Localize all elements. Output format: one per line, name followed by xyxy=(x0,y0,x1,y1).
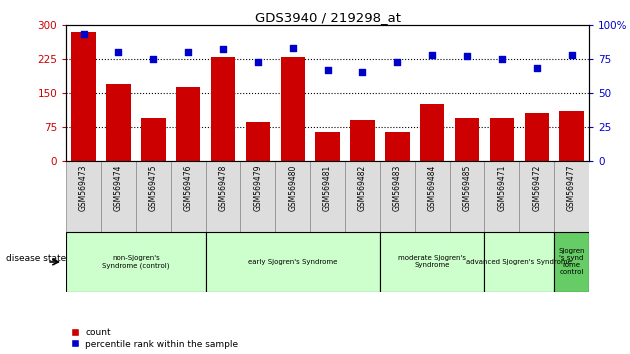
Text: GSM569473: GSM569473 xyxy=(79,165,88,211)
Bar xyxy=(106,84,130,161)
Point xyxy=(357,70,367,75)
Bar xyxy=(519,161,554,232)
Point xyxy=(113,49,123,55)
Text: moderate Sjogren's
Syndrome: moderate Sjogren's Syndrome xyxy=(398,256,466,268)
Text: GSM569483: GSM569483 xyxy=(393,165,402,211)
Bar xyxy=(450,161,484,232)
Bar xyxy=(490,118,514,161)
Point xyxy=(79,32,89,37)
Title: GDS3940 / 219298_at: GDS3940 / 219298_at xyxy=(255,11,401,24)
Point xyxy=(148,56,158,62)
Point xyxy=(253,59,263,64)
Bar xyxy=(525,113,549,161)
Point xyxy=(566,52,576,58)
Bar xyxy=(554,161,589,232)
Bar xyxy=(385,132,410,161)
Legend: count, percentile rank within the sample: count, percentile rank within the sample xyxy=(71,327,239,349)
Point xyxy=(288,45,298,51)
Bar xyxy=(136,161,171,232)
Text: GSM569477: GSM569477 xyxy=(567,165,576,211)
Bar xyxy=(380,232,484,292)
Bar xyxy=(101,161,136,232)
Text: GSM569472: GSM569472 xyxy=(532,165,541,211)
Point xyxy=(218,46,228,52)
Point xyxy=(323,67,333,73)
Text: GSM569479: GSM569479 xyxy=(253,165,262,211)
Text: disease state: disease state xyxy=(6,254,67,263)
Point xyxy=(183,49,193,55)
Bar xyxy=(280,57,305,161)
Bar xyxy=(241,161,275,232)
Text: GSM569480: GSM569480 xyxy=(289,165,297,211)
Text: GSM569481: GSM569481 xyxy=(323,165,332,211)
Bar xyxy=(554,232,589,292)
Bar xyxy=(380,161,415,232)
Text: Sjogren
's synd
rome
control: Sjogren 's synd rome control xyxy=(558,249,585,275)
Bar xyxy=(275,161,310,232)
Bar xyxy=(66,161,101,232)
Bar xyxy=(484,161,519,232)
Bar xyxy=(350,120,375,161)
Bar xyxy=(205,161,241,232)
Text: early Sjogren's Syndrome: early Sjogren's Syndrome xyxy=(248,259,338,265)
Bar xyxy=(205,232,380,292)
Bar xyxy=(66,232,205,292)
Text: GSM569484: GSM569484 xyxy=(428,165,437,211)
Bar xyxy=(246,122,270,161)
Bar xyxy=(455,118,479,161)
Bar xyxy=(420,104,444,161)
Text: GSM569476: GSM569476 xyxy=(184,165,193,211)
Text: GSM569482: GSM569482 xyxy=(358,165,367,211)
Text: GSM569485: GSM569485 xyxy=(462,165,471,211)
Bar xyxy=(176,87,200,161)
Text: GSM569474: GSM569474 xyxy=(114,165,123,211)
Point xyxy=(427,52,437,58)
Bar xyxy=(316,132,340,161)
Bar xyxy=(345,161,380,232)
Point xyxy=(532,65,542,71)
Bar xyxy=(171,161,205,232)
Text: GSM569471: GSM569471 xyxy=(498,165,507,211)
Bar xyxy=(141,118,166,161)
Bar xyxy=(559,111,584,161)
Bar xyxy=(310,161,345,232)
Text: GSM569478: GSM569478 xyxy=(219,165,227,211)
Text: GSM569475: GSM569475 xyxy=(149,165,158,211)
Text: non-Sjogren's
Syndrome (control): non-Sjogren's Syndrome (control) xyxy=(102,255,169,269)
Bar xyxy=(484,232,554,292)
Bar xyxy=(211,57,235,161)
Point xyxy=(392,59,403,64)
Bar xyxy=(71,32,96,161)
Point xyxy=(497,56,507,62)
Text: advanced Sjogren's Syndrome: advanced Sjogren's Syndrome xyxy=(466,259,572,265)
Bar xyxy=(415,161,450,232)
Point xyxy=(462,53,472,59)
